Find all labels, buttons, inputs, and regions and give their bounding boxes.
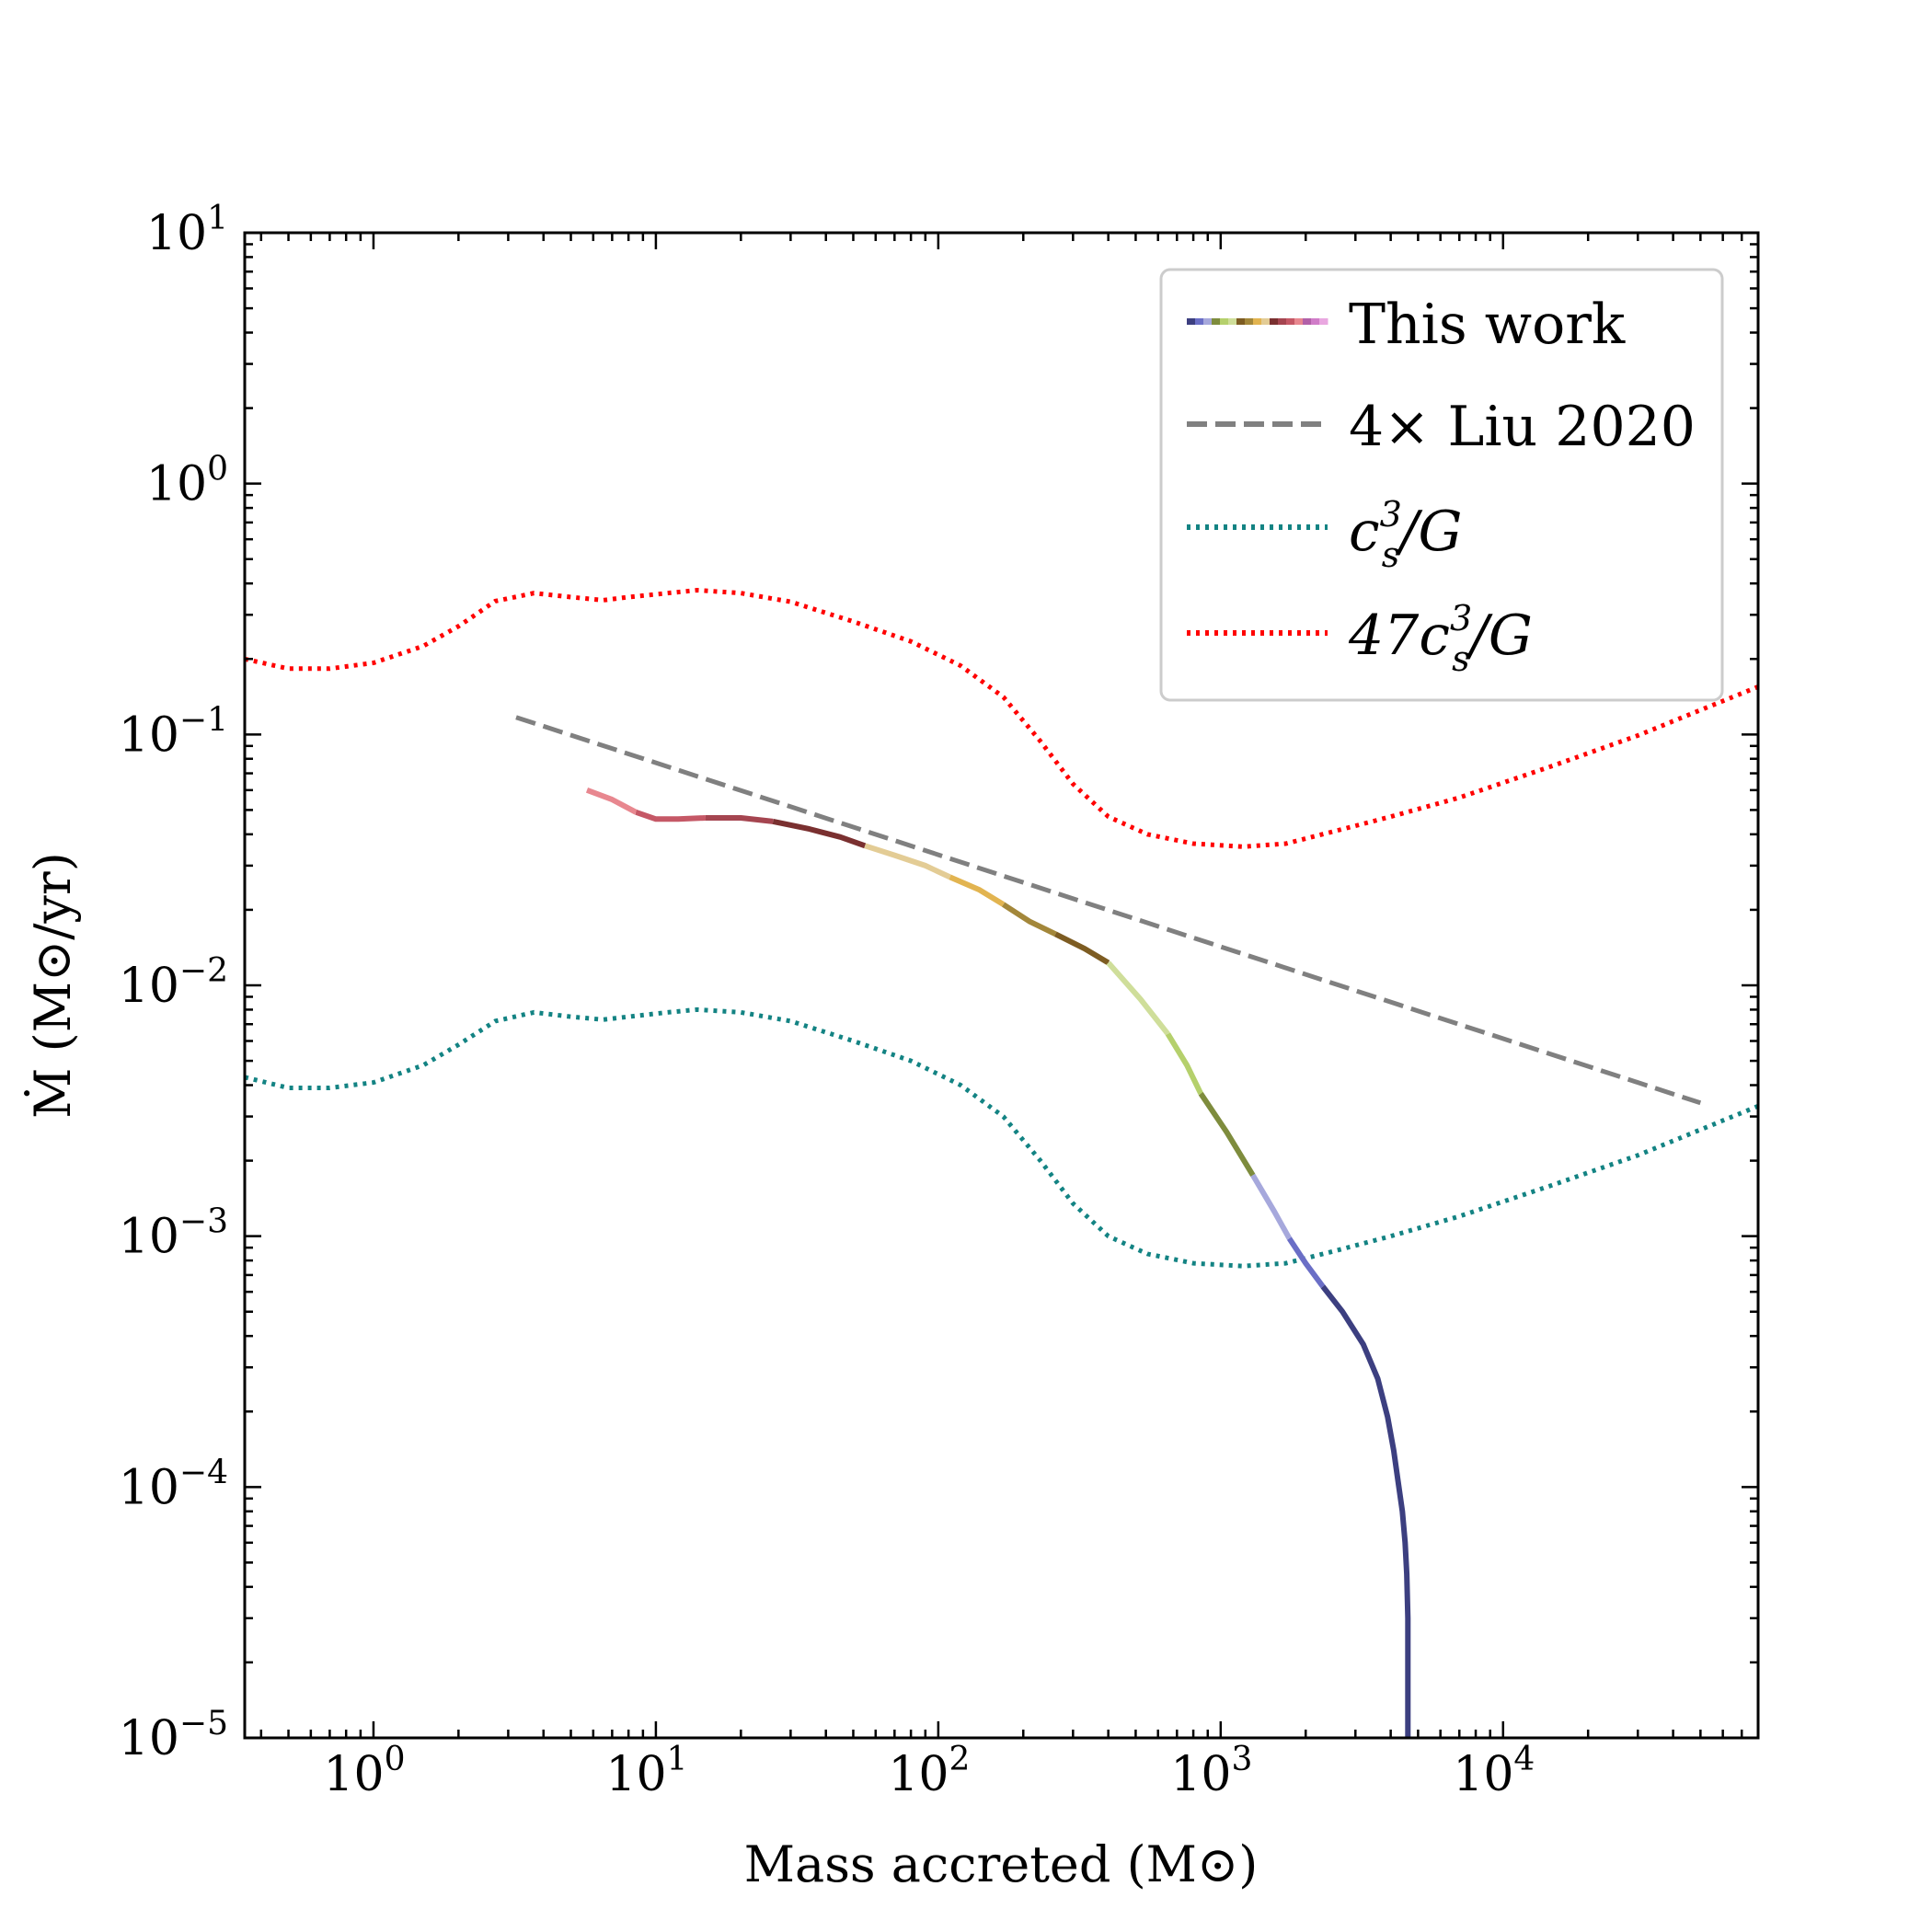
y-axis-label: Ṁ (M⊙/yr) xyxy=(23,852,82,1119)
y-tick-label-4: 10−1 xyxy=(119,701,228,763)
x-axis-label: Mass accreted (M⊙) xyxy=(744,1835,1259,1893)
legend-label-cs3-g-base: c xyxy=(1349,500,1380,564)
x-tick-label-base-4: 10 xyxy=(1453,1747,1513,1802)
x-tick-label-2: 102 xyxy=(888,1741,970,1802)
legend-label-cs3-g-suffix: /G xyxy=(1395,500,1462,564)
legend-swatch-this-work-stripe-0 xyxy=(1187,318,1196,325)
series-this-work-segment-5 xyxy=(949,874,1006,907)
y-tick-label-1: 10−4 xyxy=(119,1454,228,1515)
y-tick-label-5: 100 xyxy=(146,451,228,512)
y-tick-label-base-6: 10 xyxy=(146,206,207,261)
y-tick-label-base-2: 10 xyxy=(119,1210,179,1265)
y-tick-label-base-3: 10 xyxy=(119,959,179,1014)
x-tick-label-base-1: 10 xyxy=(605,1747,666,1802)
series-this-work-segment-4 xyxy=(864,843,951,880)
series-this-work-segment-6 xyxy=(1001,902,1057,937)
series-line-47cs3-g xyxy=(245,587,1758,849)
series-clip-group xyxy=(245,587,1758,1738)
x-tick-label-0: 100 xyxy=(323,1741,405,1802)
y-tick-label-exp-2: −3 xyxy=(179,1203,228,1241)
legend-swatch-this-work-stripe-5 xyxy=(1228,318,1237,325)
legend-swatch-this-work-stripe-2 xyxy=(1203,318,1213,325)
legend-swatch-this-work-stripe-16 xyxy=(1319,318,1328,325)
legend-label-cs3-g-sup: 3 xyxy=(1380,494,1402,535)
series-this-work-segment-3 xyxy=(772,818,867,849)
y-tick-label-exp-4: −1 xyxy=(179,701,228,739)
x-tick-label-exp-4: 4 xyxy=(1513,1741,1535,1778)
x-tick-label-exp-0: 0 xyxy=(385,1741,406,1778)
legend-swatch-this-work-stripe-4 xyxy=(1220,318,1229,325)
y-tick-label-6: 101 xyxy=(146,200,228,261)
x-tick-label-base-2: 10 xyxy=(888,1747,949,1802)
x-tick-label-exp-3: 3 xyxy=(1231,1741,1252,1778)
series-this-work-segment-1 xyxy=(635,809,707,822)
y-tick-label-exp-6: 1 xyxy=(207,200,228,237)
x-tick-label-base-3: 10 xyxy=(1170,1747,1231,1802)
series-this-work-segment-11 xyxy=(1250,1173,1293,1240)
x-tick-label-4: 104 xyxy=(1453,1741,1535,1802)
legend-swatch-this-work-stripe-14 xyxy=(1303,318,1312,325)
plot-frame xyxy=(243,231,1760,1740)
y-tick-label-base-5: 10 xyxy=(146,457,207,512)
legend-label-47cs3-g-suffix: /G xyxy=(1466,604,1533,668)
series-this-work-segment-13 xyxy=(1320,1284,1411,1738)
x-tick-label-base-0: 10 xyxy=(323,1747,384,1802)
series-this-work-segment-7 xyxy=(1053,931,1110,966)
x-tick-label-exp-2: 2 xyxy=(949,1741,971,1778)
legend-label-47cs3-g-sub: s xyxy=(1452,638,1470,679)
legend-swatch-this-work-stripe-9 xyxy=(1261,318,1271,325)
legend-label-this-work: This work xyxy=(1349,293,1626,357)
y-tick-label-2: 10−3 xyxy=(119,1203,228,1265)
legend-swatch-this-work-stripe-6 xyxy=(1236,318,1246,325)
x-tick-label-exp-1: 1 xyxy=(667,1741,688,1778)
legend-swatch-this-work-stripe-10 xyxy=(1270,318,1279,325)
y-tick-label-exp-3: −2 xyxy=(179,952,228,990)
series-line-cs3-g xyxy=(245,1006,1758,1269)
x-tick-label-1: 101 xyxy=(605,1741,687,1802)
legend-swatch-this-work-stripe-3 xyxy=(1212,318,1221,325)
series-this-work-segment-9 xyxy=(1165,1032,1203,1096)
y-tick-label-base-0: 10 xyxy=(119,1711,179,1766)
legend-label-liu-2020: 4× Liu 2020 xyxy=(1349,395,1696,459)
legend-swatch-this-work-stripe-15 xyxy=(1311,318,1320,325)
series-this-work-segment-2 xyxy=(706,815,774,824)
series-this-work-segment-8 xyxy=(1106,960,1170,1036)
series-layer xyxy=(245,587,1758,1738)
tick-labels: 100 101 102 103 10410−510−410−310−210−110010… xyxy=(119,200,1535,1802)
legend-swatch-this-work-stripe-12 xyxy=(1286,318,1295,325)
y-tick-label-exp-5: 0 xyxy=(207,451,228,489)
legend-label-cs3-g-sub: s xyxy=(1382,535,1400,575)
y-tick-label-3: 10−2 xyxy=(119,952,228,1014)
legend-swatch-this-work-stripe-13 xyxy=(1294,318,1304,325)
y-tick-label-exp-1: −4 xyxy=(179,1454,228,1491)
legend-swatch-this-work-stripe-8 xyxy=(1253,318,1262,325)
legend-box xyxy=(1159,268,1724,702)
legend-label-47cs3-g-base: 47c xyxy=(1348,604,1450,668)
legend-label-47cs3-g: 47c3 s/G xyxy=(1348,598,1533,679)
y-tick-label-exp-0: −5 xyxy=(179,1705,228,1742)
legend-swatch-this-work-stripe-7 xyxy=(1245,318,1254,325)
legend-swatch-this-work xyxy=(1187,318,1328,325)
legend-swatch-this-work-stripe-11 xyxy=(1278,318,1287,325)
x-tick-label-3: 103 xyxy=(1170,1741,1252,1802)
series-this-work-segment-10 xyxy=(1198,1092,1256,1177)
legend: This work 4× Liu 2020 c3 s/G 47c3 s/G xyxy=(1159,268,1724,702)
legend-label-cs3-g: c3 s/G xyxy=(1349,494,1462,575)
y-tick-label-0: 10−5 xyxy=(119,1705,228,1766)
series-line-liu-2020 xyxy=(515,715,1702,1106)
series-this-work-segment-12 xyxy=(1286,1236,1326,1289)
y-tick-label-base-1: 10 xyxy=(119,1460,179,1515)
legend-label-47cs3-g-sup: 3 xyxy=(1450,598,1472,638)
legend-swatch-this-work-stripe-1 xyxy=(1195,318,1204,325)
y-tick-label-base-4: 10 xyxy=(119,707,179,763)
series-this-work-segment-0 xyxy=(585,787,638,815)
